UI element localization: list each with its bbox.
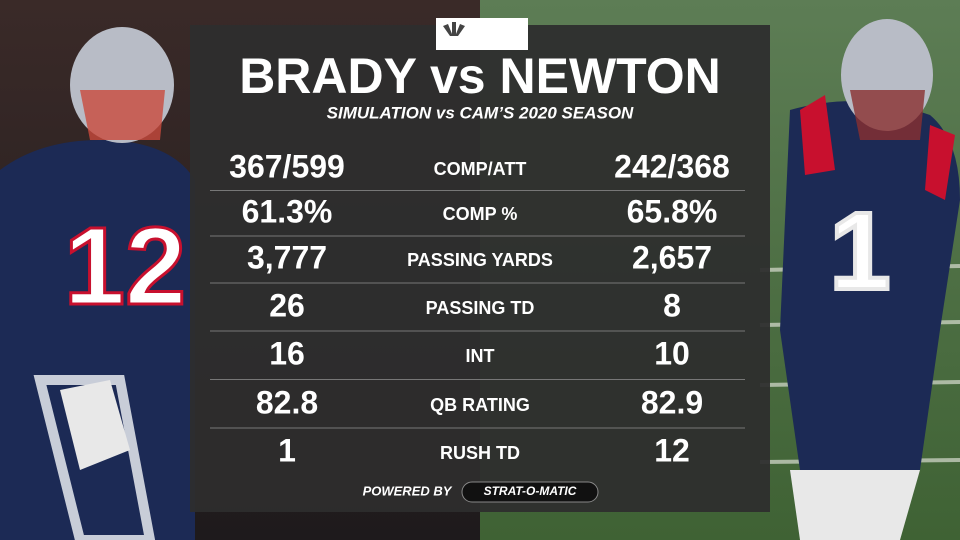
stats-table: 367/599 COMP/ATT 242/368 61.3% COMP % 65.8% 3,… [210, 148, 745, 468]
left-player: 12 [0, 27, 195, 540]
right-player: 1 [780, 19, 960, 540]
subtitle: SIMULATION vs CAM’S 2020 SEASON [327, 103, 634, 122]
stat-label: INT [466, 346, 495, 366]
sponsor: STRAT-O-MATIC [484, 484, 577, 498]
logo-subtext: BOSTON [473, 37, 511, 47]
left-value: 367/599 [229, 148, 345, 184]
right-value: 2,657 [632, 239, 712, 275]
jersey-number: 1 [829, 190, 890, 313]
right-value: 10 [654, 335, 690, 371]
jersey-number: 12 [64, 205, 186, 328]
stats-panel [190, 25, 770, 512]
left-value: 1 [278, 432, 296, 468]
stat-label: COMP % [443, 204, 518, 224]
left-value: 26 [269, 287, 305, 323]
right-value: 65.8% [627, 193, 718, 229]
stat-label: COMP/ATT [434, 159, 527, 179]
title: BRADY vs NEWTON [239, 48, 721, 104]
right-value: 82.9 [641, 384, 703, 420]
left-value: 3,777 [247, 239, 327, 275]
powered-by: POWERED BY [363, 483, 453, 498]
right-value: 242/368 [614, 148, 730, 184]
left-value: 16 [269, 335, 305, 371]
stat-label: QB RATING [430, 395, 530, 415]
logo: Sports BOSTON [436, 18, 528, 50]
stat-label: RUSH TD [440, 443, 520, 463]
stat-label: PASSING TD [426, 298, 535, 318]
right-value: 12 [654, 432, 690, 468]
left-value: 82.8 [256, 384, 318, 420]
right-value: 8 [663, 287, 681, 323]
left-value: 61.3% [242, 193, 333, 229]
stat-label: PASSING YARDS [407, 250, 553, 270]
logo-text: Sports [468, 20, 516, 37]
sponsor-badge [461, 481, 599, 503]
